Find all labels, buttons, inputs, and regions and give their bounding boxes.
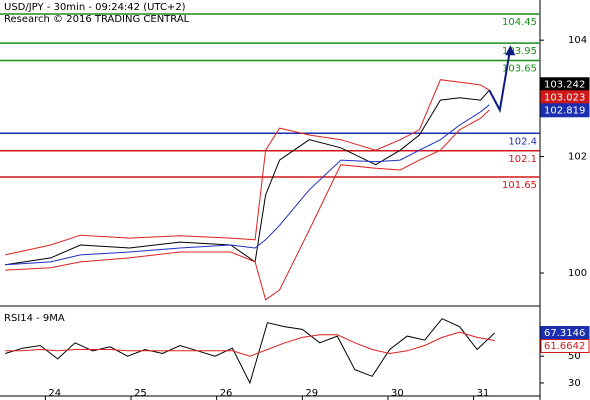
x-tick-label: 30 [391,388,404,399]
price-tag-label: 103.023 [544,92,585,103]
price-tag-label: 102.819 [544,105,585,116]
price-tag-label: 61.6642 [544,341,585,352]
x-tick-label: 29 [305,388,318,399]
x-tick-label: 25 [134,388,147,399]
chart-subtitle: Research © 2016 TRADING CENTRAL [4,14,190,25]
level-label: 101.65 [502,180,537,191]
rsi-title: RSI14 - 9MA [4,313,65,324]
arrow-head [505,45,516,56]
y-tick-label: 50 [568,351,581,362]
x-tick-label: 24 [48,388,61,399]
series-line [5,79,490,256]
price-tag [540,103,590,118]
price-tag [540,339,590,354]
series-line [5,109,490,301]
level-label: 103.65 [502,64,537,75]
chart-title: USD/JPY - 30min - 09:24:42 (UTC+2) [4,2,186,13]
x-tick-label: 26 [220,388,233,399]
y-tick-label: 100 [568,268,587,279]
price-tag-label: 67.3146 [544,328,585,339]
x-tick-label: 31 [477,388,490,399]
level-label: 104.45 [502,17,537,28]
series-line [5,104,490,266]
level-label: 103.95 [502,46,537,57]
y-tick-label: 30 [568,378,581,389]
series-line [5,318,495,385]
level-label: 102.4 [508,136,537,147]
series-line [488,48,512,114]
level-label: 102.1 [508,154,537,165]
price-tag-label: 103.242 [544,79,585,90]
y-tick-label: 102 [568,152,587,163]
series-line [5,331,495,357]
y-tick-label: 104 [568,35,587,46]
series-line [5,89,490,266]
